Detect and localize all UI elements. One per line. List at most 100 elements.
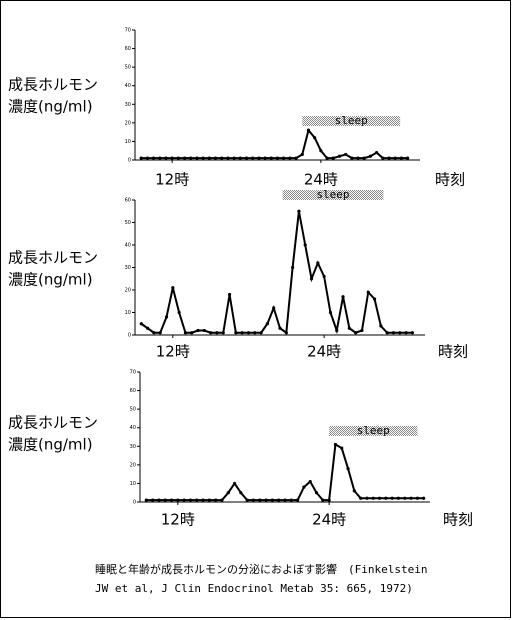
point (272, 306, 276, 310)
point (350, 156, 354, 160)
point (284, 331, 288, 335)
point (393, 156, 397, 160)
point (360, 328, 364, 333)
point (319, 149, 323, 153)
point (346, 466, 350, 471)
point (314, 491, 319, 495)
point (220, 156, 224, 160)
point (188, 498, 193, 502)
point (177, 310, 181, 315)
point (220, 498, 224, 502)
point (379, 324, 383, 328)
point (291, 265, 295, 270)
y-tick-label: 50 (130, 407, 136, 413)
y-tick-label: 10 (130, 481, 136, 487)
point (202, 328, 206, 333)
point (356, 156, 360, 160)
sleep-band (302, 116, 401, 126)
point (381, 156, 385, 160)
x-tick-label: 24時 (304, 171, 338, 189)
point (288, 156, 292, 160)
point (171, 286, 175, 290)
point (259, 331, 263, 335)
point (283, 498, 287, 502)
point (189, 156, 193, 160)
point (300, 152, 304, 157)
x-tick-label: 24時 (312, 511, 346, 529)
point (294, 156, 298, 160)
y-axis-label: 濃度(ng/ml) (8, 271, 93, 289)
y-tick-label: 50 (125, 220, 131, 226)
point (316, 261, 320, 265)
point (257, 156, 261, 160)
point (337, 154, 342, 158)
point (232, 481, 237, 486)
y-tick-label: 40 (125, 243, 131, 249)
point (327, 498, 331, 502)
x-tick-label: 12時 (155, 171, 189, 189)
y-tick-label: 60 (125, 46, 131, 52)
sleep-band (282, 190, 384, 200)
point (278, 326, 282, 330)
sleep-label: sleep (335, 114, 368, 127)
point (251, 498, 256, 502)
point (375, 150, 379, 155)
point (207, 156, 211, 160)
point (226, 156, 230, 160)
point (399, 156, 404, 160)
x-axis-label: 時刻 (443, 511, 473, 529)
point (263, 156, 267, 160)
point (144, 498, 148, 502)
point (362, 156, 366, 160)
point (183, 331, 188, 335)
sleep-label: sleep (316, 188, 349, 201)
point (409, 496, 413, 500)
point (371, 496, 375, 500)
point (164, 156, 168, 160)
y-tick-label: 30 (125, 265, 131, 271)
y-tick-label: 40 (125, 83, 131, 89)
point (391, 331, 396, 335)
point (253, 331, 257, 335)
point (207, 498, 211, 502)
point (289, 498, 293, 502)
point (196, 328, 200, 333)
point (251, 156, 255, 160)
y-axis-label: 濃度(ng/ml) (8, 436, 93, 454)
point (214, 498, 218, 502)
point (234, 331, 238, 335)
x-tick-label: 12時 (161, 511, 195, 529)
point (182, 156, 187, 160)
point (296, 498, 300, 502)
y-tick-label: 10 (125, 139, 131, 145)
y-axis-label: 成長ホルモン (8, 414, 98, 432)
point (201, 156, 205, 160)
point (328, 310, 333, 315)
point (309, 277, 314, 281)
point (366, 290, 370, 294)
point (390, 496, 394, 500)
point (227, 292, 232, 297)
point (151, 156, 156, 160)
y-tick-label: 0 (128, 158, 131, 164)
point (313, 136, 317, 140)
point (170, 156, 174, 160)
point (258, 498, 262, 502)
point (245, 498, 249, 502)
point (275, 156, 280, 160)
point (139, 322, 143, 326)
y-tick-label: 0 (133, 500, 136, 506)
point (331, 156, 335, 160)
line (141, 128, 408, 160)
x-axis-label: 時刻 (435, 171, 465, 189)
point (265, 322, 269, 326)
point (158, 331, 162, 335)
point (396, 496, 401, 500)
line (146, 442, 424, 502)
point (282, 156, 286, 160)
point (146, 326, 150, 330)
sleep-band (329, 426, 418, 436)
point (359, 496, 363, 500)
point (176, 498, 180, 502)
